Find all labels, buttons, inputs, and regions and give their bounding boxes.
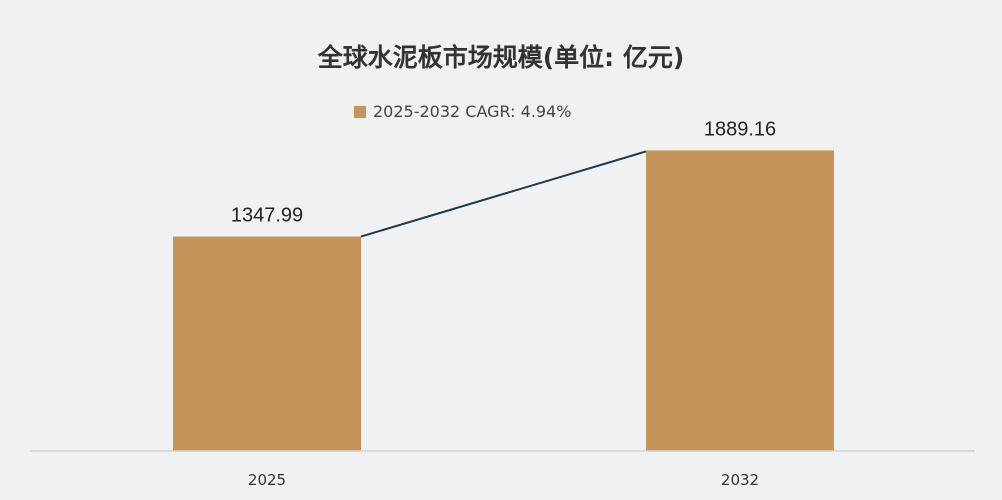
bar-2025	[173, 236, 361, 451]
data-label-2032: 1889.16	[704, 118, 776, 140]
growth-connector-line	[360, 150, 647, 238]
chart-title: 全球水泥板市场规模(单位: 亿元)	[317, 43, 685, 72]
bar-2032	[646, 150, 834, 452]
data-label-2025: 1347.99	[231, 205, 303, 227]
legend: 2025-2032 CAGR: 4.94%	[354, 102, 571, 121]
legend-swatch	[354, 105, 366, 118]
x-tick-2025: 2025	[248, 471, 286, 489]
legend-label: 2025-2032 CAGR: 4.94%	[373, 102, 572, 121]
x-tick-2032: 2032	[721, 471, 759, 489]
